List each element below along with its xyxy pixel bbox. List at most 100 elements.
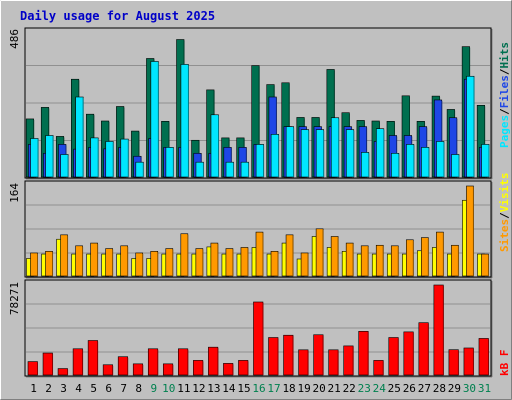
sites-bar-fill (150, 251, 159, 277)
x-tick-label: 12 (192, 382, 205, 395)
x-tick-label: 19 (297, 382, 310, 395)
kbytes-bar (132, 363, 144, 376)
panel2-bars (26, 185, 489, 277)
sites-bar (481, 253, 489, 277)
sites-bar (75, 245, 84, 277)
pages-bar (135, 161, 144, 178)
pages-bar (150, 61, 159, 178)
pages-bar-fill (75, 96, 84, 178)
sites-bar (105, 248, 114, 277)
sites-bar-fill (451, 244, 459, 277)
kbytes-bar-fill (478, 338, 489, 376)
legend-slash-3: / (498, 212, 511, 219)
kbytes-bar (117, 356, 129, 376)
x-tick-label: 17 (267, 382, 280, 395)
kbytes-bar-fill (268, 337, 279, 376)
kbytes-bar-fill (117, 356, 128, 376)
kbytes-bar (178, 348, 189, 376)
sites-bar-fill (135, 252, 144, 277)
x-tick-label: 25 (388, 382, 401, 395)
sites-bar (255, 231, 264, 277)
kbytes-bar (72, 348, 84, 376)
pages-bar (225, 161, 235, 178)
pages-bar-fill (466, 75, 475, 178)
panel2-ymax-label: 164 (8, 183, 21, 203)
kbytes-bar-fill (313, 334, 324, 376)
legend-f: F (498, 350, 511, 357)
panel3-ymax-label: 78271 (8, 282, 21, 315)
kbytes-bar (238, 360, 249, 376)
kbytes-bar-fill (433, 284, 444, 376)
sites-bar (120, 245, 129, 277)
kbytes-bar-fill (388, 337, 399, 376)
pages-bar (436, 141, 445, 178)
kbytes-bar-fill (343, 345, 354, 376)
x-tick-label: 2 (45, 382, 52, 395)
legend-sites: Sites (498, 219, 511, 252)
x-tick-label: 7 (120, 382, 127, 395)
sites-bar-fill (345, 242, 354, 277)
pages-bar-fill (105, 141, 114, 178)
sites-bar (270, 251, 279, 277)
pages-bar-fill (45, 135, 54, 178)
x-tick-label: 3 (60, 382, 67, 395)
kbytes-bar-fill (418, 322, 429, 376)
sites-bar (165, 248, 174, 277)
kbytes-bar (358, 331, 369, 376)
sites-bar-fill (360, 245, 369, 277)
pages-bar-fill (285, 126, 294, 178)
pages-bar (60, 154, 69, 178)
sites-bar-fill (195, 248, 204, 277)
pages-bar-fill (421, 147, 430, 178)
sites-bar (180, 233, 189, 277)
pages-bar-fill (481, 144, 490, 178)
panel-kbytes: 78271 kB F (8, 279, 511, 378)
x-tick-label: 1 (30, 382, 37, 395)
sites-bar-fill (481, 253, 489, 277)
x-tick-label: 15 (237, 382, 250, 395)
x-axis-day-labels: 1 2 3 4 5 6 7 8 9 10 11 12 13 14 15 16 17 18 19 20 21 22 23 24 2… (30, 382, 491, 395)
kbytes-bar-fill (72, 348, 83, 376)
kbytes-bar (478, 338, 489, 376)
pages-bar (406, 144, 415, 178)
kbytes-bar (208, 346, 219, 376)
sites-bar (406, 239, 414, 277)
sites-bar-fill (75, 245, 83, 277)
kbytes-bar-fill (162, 363, 174, 376)
pages-bar-fill (451, 154, 460, 178)
kbytes-bar-fill (403, 331, 414, 376)
kbytes-bar (147, 348, 159, 376)
kbytes-bar-fill (463, 347, 474, 376)
x-tick-label: 16 (252, 382, 265, 395)
panel3-legend: kB F (498, 350, 511, 377)
sites-bar (360, 245, 369, 277)
legend-pages: Pages (498, 115, 511, 148)
kbytes-bar-fill (358, 331, 369, 376)
pages-bar (255, 144, 265, 178)
kbytes-bar-fill (253, 301, 264, 376)
pages-bar (270, 134, 280, 178)
x-tick-label: 27 (418, 382, 431, 395)
kbytes-bar-fill (373, 360, 384, 376)
sites-bar-fill (466, 185, 474, 277)
pages-bar (210, 114, 219, 178)
pages-bar-fill (406, 144, 415, 178)
kbytes-bar (448, 349, 459, 376)
sites-bar (60, 234, 69, 277)
kbytes-bar (57, 368, 69, 376)
kbytes-bar (403, 331, 414, 376)
pages-bar-fill (225, 161, 234, 178)
sites-bar-fill (225, 248, 234, 277)
kbytes-bar-fill (283, 334, 294, 376)
sites-bar-fill (390, 245, 399, 277)
kbytes-bar (283, 334, 294, 376)
pages-bar (120, 138, 129, 178)
kbytes-bar (313, 334, 324, 376)
kbytes-bar (433, 284, 444, 376)
kbytes-bar (87, 340, 99, 376)
sites-bar-fill (60, 234, 68, 277)
pages-bar-fill (195, 161, 204, 178)
pages-bar (240, 161, 250, 178)
pages-bar-fill (60, 154, 69, 178)
pages-bar (195, 161, 204, 178)
